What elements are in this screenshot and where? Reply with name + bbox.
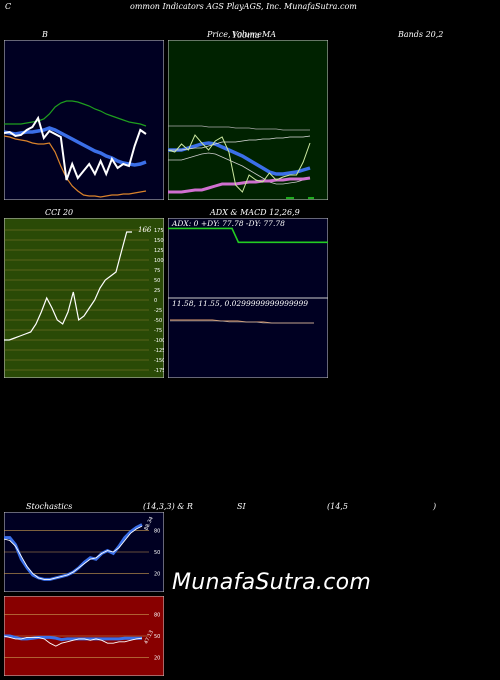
stoch-signal-line <box>4 525 143 580</box>
rsi-si-label: SI <box>237 502 246 511</box>
cci-tick-label: -25 <box>154 308 162 314</box>
rsi-tick-label: 80 <box>154 612 160 618</box>
price-overlap-label: 100ma <box>232 31 260 40</box>
rsi-last-label: 47.13 <box>143 630 154 646</box>
macd-signal-line <box>170 320 314 324</box>
rsi-tick-label: 50 <box>154 634 160 640</box>
cci-last-label: 166 <box>138 226 152 234</box>
cci-tick-label: 25 <box>154 288 160 294</box>
cci-tick-label: 0 <box>154 298 157 304</box>
adx-panel: ADX: 0 +DY: 77.78 -DY: 77.78 <box>168 218 328 298</box>
volume-bars <box>286 197 314 199</box>
cci-tick-label: 100 <box>154 258 164 264</box>
price-ma-panel <box>168 40 328 200</box>
bollinger-lower-line <box>4 135 147 198</box>
price-ma-label: MA <box>262 30 276 39</box>
macd-chart <box>168 298 328 378</box>
price-ma-light-line <box>168 152 311 185</box>
macd-readout: 11.58, 11.55, 0.0299999999999999 <box>172 299 308 308</box>
rsi-params-label: (14,5 <box>327 502 348 511</box>
stoch-tick-label: 20 <box>154 572 160 578</box>
price-line <box>168 134 311 193</box>
stoch-panel: 80 50 20 88.34 <box>4 512 164 592</box>
rsi-panel: 80 50 20 47.13 <box>4 596 164 676</box>
stoch-tick-label: 80 <box>154 528 160 534</box>
cci-tick-label: 125 <box>154 248 164 254</box>
rsi-close-label: ) <box>433 502 437 511</box>
cci-tick-label: 75 <box>154 268 160 274</box>
bollinger-chart <box>4 40 164 200</box>
rsi-signal-line <box>4 635 143 647</box>
bollinger-upper-line <box>4 100 147 127</box>
cci-tick-label: -50 <box>154 318 162 324</box>
cci-tick-label: -125 <box>154 348 164 354</box>
cci-tick-label: -100 <box>154 338 164 344</box>
bollinger-label: B <box>42 30 48 39</box>
stochastics-chart: 80 50 20 88.34 <box>4 512 164 592</box>
bands-label: Bands 20,2 <box>398 30 444 39</box>
cci-tick-label: -150 <box>154 358 164 364</box>
header-left: C <box>5 2 12 11</box>
stoch-last-label: 88.34 <box>143 516 154 532</box>
rsi-main-line <box>4 634 142 642</box>
price-ma-white-thin-line <box>168 135 311 151</box>
adx-macd-label: ADX & MACD 12,26,9 <box>210 208 300 217</box>
macd-panel: 11.58, 11.55, 0.0299999999999999 <box>168 298 328 378</box>
cci-line <box>4 231 132 341</box>
bollinger-price-line <box>4 115 147 181</box>
cci-label: CCI 20 <box>45 208 74 217</box>
stoch-params-label: (14,3,3) & R <box>143 502 193 511</box>
cci-tick-label: 50 <box>154 278 160 284</box>
adx-chart <box>168 218 328 298</box>
rsi-tick-label: 20 <box>154 656 160 662</box>
stoch-tick-label: 50 <box>154 550 160 556</box>
stoch-label: Stochastics <box>26 502 73 511</box>
price-ma-grey-line <box>168 125 310 131</box>
price-ma-chart <box>168 40 328 200</box>
adx-readout: ADX: 0 +DY: 77.78 -DY: 77.78 <box>172 219 285 228</box>
price-label: Price, <box>207 30 231 39</box>
cci-tick-label: 175 <box>154 228 164 234</box>
watermark-text: MunafaSutra.com <box>172 570 372 595</box>
rsi-chart: 80 50 20 47.13 <box>4 596 164 676</box>
price-ma-pink-line <box>168 176 311 194</box>
cci-chart: 175 150 125 100 75 50 25 0 -25 -50 -75 -100 -125 -150… <box>4 218 164 378</box>
cci-tick-label: -175 <box>154 368 164 374</box>
price-volume-label: Volume <box>232 30 262 39</box>
bollinger-panel <box>4 40 164 200</box>
cci-tick-label: -75 <box>154 328 162 334</box>
adx-line <box>168 227 328 244</box>
price-ma-blue-line <box>168 141 311 176</box>
cci-panel: 175 150 125 100 75 50 25 0 -25 -50 -75 -100 -125 -150… <box>4 218 164 378</box>
cci-tick-label: 150 <box>154 238 164 244</box>
bollinger-mid-line <box>4 126 147 167</box>
header-title: ommon Indicators AGS PlayAGS, Inc. Munaf… <box>130 2 357 11</box>
